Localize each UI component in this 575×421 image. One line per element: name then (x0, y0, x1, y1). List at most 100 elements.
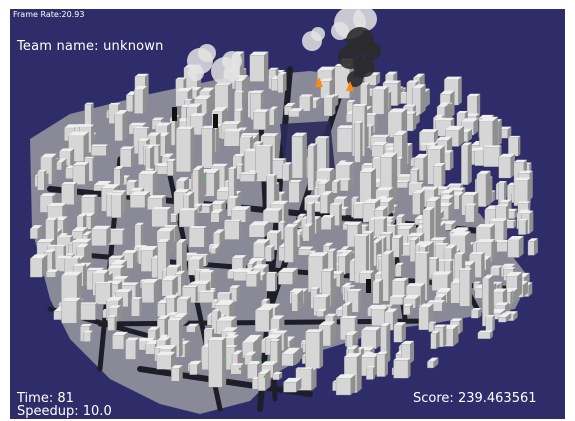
building (208, 337, 227, 388)
building (249, 51, 269, 82)
building (114, 109, 128, 142)
building (59, 148, 75, 166)
building (239, 172, 258, 182)
frame-rate-readout: Frame Rate:20.93 (13, 10, 84, 19)
building (262, 208, 283, 223)
building (266, 271, 278, 292)
building (359, 270, 375, 284)
building (125, 337, 140, 360)
building (264, 245, 275, 262)
building (151, 206, 171, 228)
building (466, 93, 481, 119)
building (498, 312, 512, 323)
building (156, 351, 176, 370)
building (403, 294, 421, 309)
building (278, 267, 298, 285)
building (283, 377, 302, 393)
speedup-value: 10.0 (82, 404, 112, 419)
building (393, 358, 411, 379)
building (288, 179, 302, 203)
smoke-icon (198, 44, 216, 62)
building (91, 225, 111, 247)
building (482, 274, 494, 327)
building (121, 249, 138, 269)
building (186, 323, 200, 333)
smoke-icon (353, 9, 377, 31)
building (175, 126, 194, 173)
building (84, 102, 94, 127)
building (255, 144, 273, 182)
building (391, 235, 404, 258)
building (430, 330, 440, 349)
building (477, 330, 493, 340)
team-name-label: Team name: (17, 39, 99, 54)
building (147, 326, 160, 343)
civilian-marker (223, 357, 227, 361)
frame-rate-label: Frame Rate: (13, 10, 62, 19)
building (245, 270, 261, 287)
building (338, 252, 350, 275)
score-value: 239.463561 (457, 391, 537, 406)
building (171, 365, 183, 382)
building (360, 326, 382, 350)
fire-icon (315, 77, 323, 87)
building (490, 265, 503, 276)
civilian-marker (263, 375, 267, 379)
building (393, 322, 406, 343)
building (362, 113, 378, 133)
building (83, 330, 94, 342)
building (134, 85, 148, 114)
building (189, 360, 202, 375)
building (412, 190, 425, 215)
building (506, 271, 523, 298)
building (284, 224, 298, 263)
building (119, 146, 135, 168)
speedup-readout: Speedup: 10.0 (17, 404, 112, 419)
building (318, 321, 336, 347)
building (54, 216, 68, 235)
building (305, 329, 324, 369)
team-name-readout: Team name: unknown (17, 39, 164, 54)
building (201, 125, 215, 169)
city-3d-viewport[interactable]: Frame Rate:20.93 Team name: unknown Time… (10, 9, 565, 419)
building (141, 278, 159, 303)
building (176, 238, 187, 279)
building (253, 109, 270, 130)
building (61, 297, 81, 324)
time-value: 81 (57, 391, 74, 406)
building (131, 297, 143, 317)
building (476, 170, 491, 207)
building (223, 219, 242, 240)
building (427, 357, 439, 369)
building (336, 178, 351, 192)
building (268, 106, 279, 126)
building (166, 158, 176, 176)
building (320, 78, 333, 99)
scene-effects (172, 9, 381, 379)
rescue-agent-icon (366, 279, 371, 293)
building (366, 366, 376, 380)
building (381, 250, 394, 302)
building (254, 307, 273, 332)
building (45, 217, 58, 240)
building (147, 195, 166, 210)
building (513, 177, 531, 207)
civilian-marker (203, 175, 207, 179)
fire-icon (346, 81, 354, 91)
building (485, 314, 495, 332)
building (465, 203, 477, 223)
building (316, 308, 327, 317)
frame-rate-value: 20.93 (61, 10, 85, 19)
building (498, 153, 515, 179)
building (387, 108, 408, 138)
rescue-agent-icon (172, 107, 177, 121)
building (459, 268, 472, 307)
building (431, 271, 453, 291)
building (302, 223, 313, 242)
building (461, 142, 472, 185)
smoke-icon (188, 65, 204, 81)
building (188, 226, 207, 248)
score-label: Score: (413, 391, 454, 406)
rescue-agent-icon (213, 114, 218, 128)
